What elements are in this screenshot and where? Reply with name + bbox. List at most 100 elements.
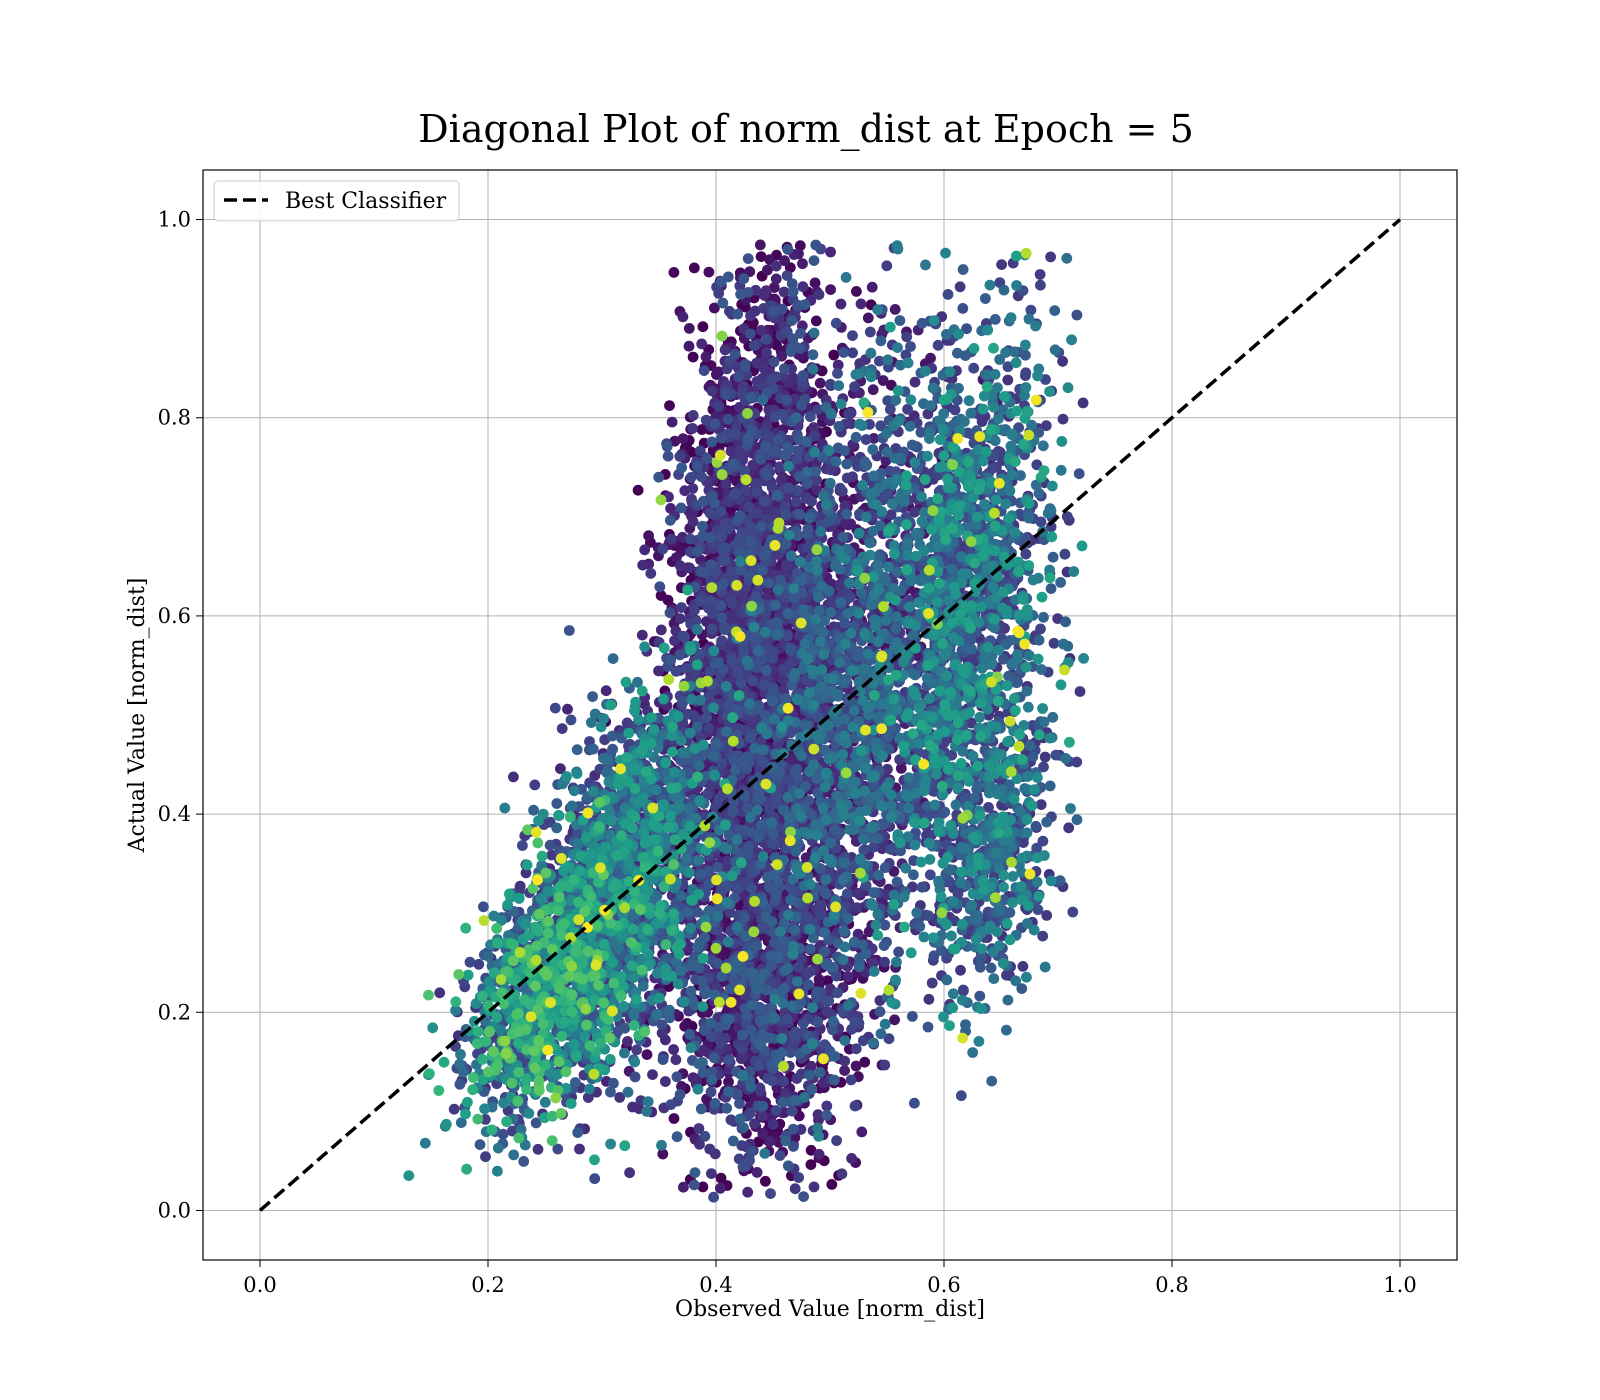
scatter-point: [674, 613, 686, 624]
scatter-point: [909, 376, 921, 388]
scatter-point: [867, 384, 879, 396]
scatter-point: [794, 240, 806, 252]
scatter-point: [821, 1100, 833, 1112]
scatter-point: [853, 888, 864, 899]
scatter-point: [668, 267, 680, 278]
scatter-point: [696, 338, 708, 350]
scatter-point: [1035, 799, 1047, 810]
scatter-point: [639, 544, 651, 556]
scatter-point: [846, 1153, 857, 1164]
scatter-point: [624, 1167, 635, 1179]
scatter-point: [822, 975, 833, 986]
scatter-point: [755, 251, 767, 262]
scatter-point: [889, 1014, 900, 1026]
scatter-point: [828, 349, 840, 361]
scatter-point: [835, 298, 847, 310]
scatter-point: [677, 311, 689, 323]
scatter-point: [797, 281, 809, 293]
scatter-point: [768, 282, 780, 293]
scatter-point: [954, 281, 966, 293]
scatter-point: [926, 977, 938, 989]
scatter-point: [761, 347, 772, 358]
scatter-point: [725, 445, 737, 457]
scatter-point: [1002, 374, 1014, 386]
scatter-point: [757, 1127, 769, 1139]
scatter-point: [434, 987, 446, 999]
scatter-point: [691, 1074, 702, 1086]
scatter-point: [877, 375, 889, 386]
scatter-point: [641, 1049, 653, 1060]
scatter-point: [655, 624, 667, 636]
scatter-point: [825, 246, 836, 258]
scatter-point: [697, 321, 709, 333]
scatter-point: [704, 1143, 716, 1155]
scatter-point: [556, 723, 568, 734]
scatter-point: [1017, 961, 1029, 972]
scatter-point: [851, 286, 862, 297]
scatter-point: [779, 255, 790, 267]
scatter-point: [850, 1060, 862, 1072]
scatter-point: [687, 483, 699, 494]
scatter-point: [508, 771, 519, 783]
scatter-point: [805, 1144, 817, 1156]
scatter-point: [715, 1172, 727, 1184]
scatter-point: [742, 1186, 754, 1198]
scatter-point: [687, 423, 698, 434]
scatter-point: [532, 1143, 544, 1155]
scatter-point: [813, 973, 825, 985]
scatter-point: [668, 1044, 679, 1055]
scatter-point: [674, 560, 686, 572]
scatter-point: [842, 971, 854, 982]
scatter-point: [826, 1179, 838, 1190]
scatter-point: [622, 1036, 633, 1047]
scatter-point: [786, 755, 797, 766]
scatter-point: [636, 629, 648, 641]
scatter-point: [736, 616, 748, 628]
scatter-point: [851, 902, 863, 914]
scatter-point: [866, 281, 878, 293]
scatter-point: [812, 1109, 824, 1120]
scatter-point: [555, 763, 566, 775]
scatter-point: [859, 1056, 871, 1068]
scatter-point: [647, 1069, 658, 1080]
scatter-point: [776, 350, 788, 362]
scatter-point: [925, 352, 936, 364]
chart-title: Diagonal Plot of norm_dist at Epoch = 5: [418, 107, 1194, 152]
scatter-point: [756, 1110, 768, 1122]
scatter-point: [753, 1136, 764, 1148]
scatter-point: [755, 324, 767, 336]
scatter-point: [719, 344, 731, 356]
scatter-point: [514, 881, 526, 892]
scatter-point: [643, 530, 654, 542]
scatter-point: [895, 763, 907, 774]
scatter-point: [697, 1045, 709, 1056]
scatter-point: [701, 616, 712, 627]
scatter-point: [879, 956, 890, 968]
scatter-point: [687, 516, 699, 528]
scatter-point: [657, 1148, 669, 1160]
scatter-point: [1045, 251, 1056, 263]
scatter-point: [637, 559, 649, 571]
scatter-point: [764, 1136, 776, 1147]
scatter-point: [754, 239, 766, 251]
scatter-point: [645, 568, 657, 579]
scatter-point: [855, 298, 867, 310]
scatter-point: [668, 1113, 680, 1124]
scatter-point: [666, 416, 678, 428]
scatter-point: [813, 289, 825, 300]
scatter-point: [684, 941, 695, 953]
scatter-point: [683, 340, 695, 352]
scatter-point: [923, 993, 935, 1005]
scatter-point: [627, 1101, 638, 1113]
scatter-point: [888, 866, 900, 877]
scatter-point: [810, 315, 822, 327]
scatter-point: [839, 1055, 851, 1067]
scatter-point: [653, 665, 664, 677]
scatter-point: [814, 377, 826, 389]
scatter-point: [776, 474, 787, 486]
scatter-point: [706, 1168, 717, 1179]
scatter-point: [677, 433, 689, 445]
scatter-point: [770, 273, 782, 285]
scatter-point: [955, 964, 966, 976]
scatter-point: [762, 264, 773, 276]
